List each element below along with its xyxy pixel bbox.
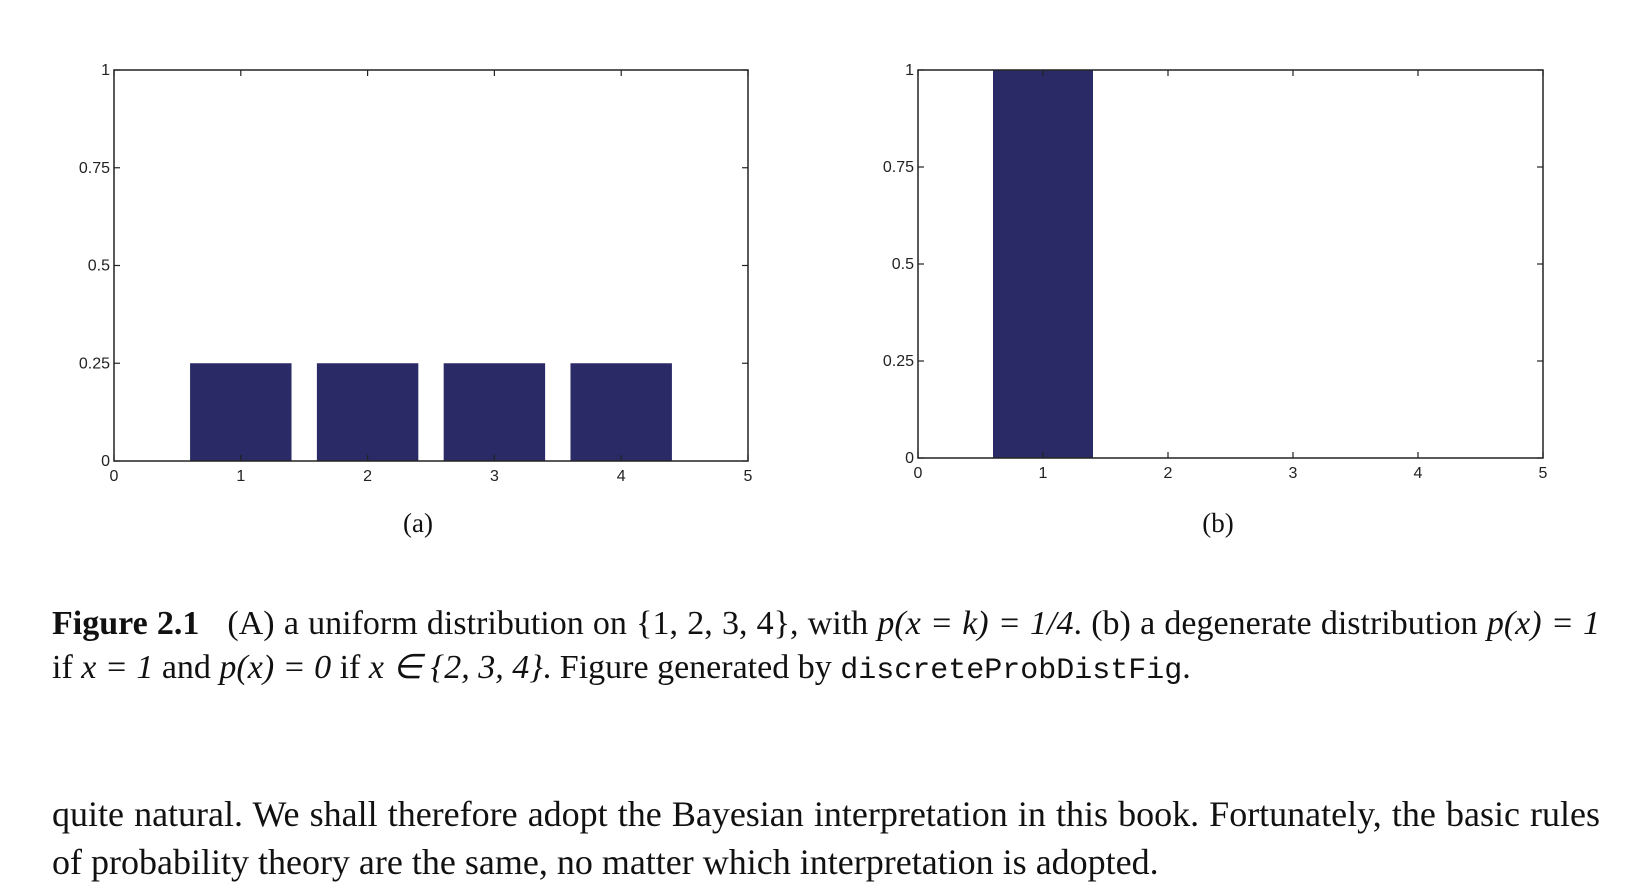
bar-a-3: [443, 363, 546, 461]
caption-math: p(x) = 0: [219, 649, 332, 686]
y-tick-label-b: 0.5: [892, 256, 914, 273]
bar-a-2: [316, 363, 419, 461]
x-tick-label-a: 4: [617, 468, 626, 485]
caption-math: x ∈ {2, 3, 4}: [368, 649, 543, 686]
figure-charts: 0 1 2 3 4 5 0 0.25 0.5 0.75 1 0 1 2 3 4 5 0 0.25 0.5 0.75 1: [79, 62, 1548, 485]
y-tick-label-b: 1: [905, 62, 914, 79]
x-tick-label-a: 5: [744, 468, 753, 485]
x-tick-label-b: 0: [914, 465, 923, 482]
bar-a-4: [570, 363, 672, 461]
x-tick-label-a: 2: [363, 468, 372, 485]
y-tick-label-a: 1: [101, 62, 110, 79]
caption-math: {1, 2, 3, 4}: [636, 605, 790, 642]
x-tick-label-a: 3: [490, 468, 499, 485]
x-tick-label-b: 1: [1039, 465, 1048, 482]
x-tick-label-b: 5: [1539, 465, 1548, 482]
x-tick-label-a: 0: [110, 468, 119, 485]
caption-code: discreteProbDistFig: [840, 654, 1183, 688]
caption-label: Figure 2.1: [52, 605, 200, 642]
caption-text: (A) a uniform distribution on: [227, 605, 637, 642]
body-paragraph: quite natural. We shall therefore adopt …: [52, 794, 1600, 882]
caption-text: if: [52, 649, 82, 686]
y-tick-label-b: 0.25: [883, 353, 914, 370]
caption-text: and: [153, 649, 220, 686]
y-tick-label-a: 0.25: [79, 355, 110, 372]
y-tick-label-a: 0.75: [79, 160, 110, 177]
caption-text: , with: [790, 605, 878, 642]
y-tick-label-b: 0.75: [883, 159, 914, 176]
y-tick-label-a: 0.5: [88, 258, 110, 275]
caption-text: .: [1182, 649, 1191, 686]
caption-math: p(x) = 1: [1486, 605, 1600, 642]
caption-math: p(x = k) = 1/4: [877, 605, 1074, 642]
panel-label-a: (a): [403, 508, 433, 538]
figure-caption: Figure 2.1 (A) a uniform distribution on …: [52, 602, 1600, 693]
x-tick-label-a: 1: [236, 468, 245, 485]
x-tick-label-b: 3: [1289, 465, 1298, 482]
bar-b-1: [993, 70, 1093, 458]
bar-a-1: [190, 363, 292, 461]
y-tick-label-a: 0: [101, 453, 110, 470]
panel-label-b: (b): [1202, 508, 1234, 538]
x-tick-label-b: 2: [1164, 465, 1173, 482]
caption-text: . (b) a degenerate distribution: [1073, 605, 1487, 642]
caption-text: if: [331, 649, 369, 686]
x-tick-label-b: 4: [1414, 465, 1423, 482]
caption-text: . Figure generated by: [542, 649, 841, 686]
caption-math: x = 1: [81, 649, 154, 686]
y-tick-label-b: 0: [905, 450, 914, 467]
